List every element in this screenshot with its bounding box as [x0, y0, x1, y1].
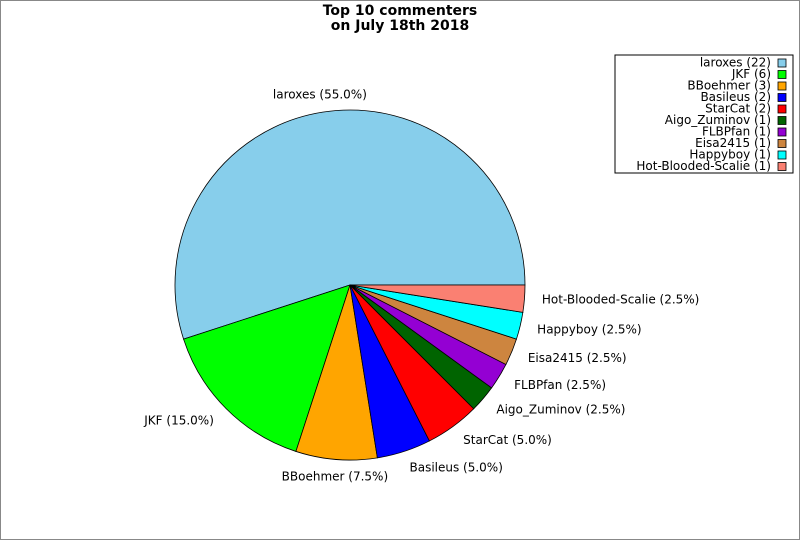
slice-label: Hot-Blooded-Scalie (2.5%) [542, 293, 699, 307]
legend-label: laroxes (22) [700, 56, 771, 70]
legend-label: Eisa2415 (1) [695, 136, 771, 150]
slice-label: Basileus (5.0%) [409, 461, 502, 475]
legend-swatch [777, 139, 787, 148]
slice-label: Happyboy (2.5%) [537, 322, 641, 336]
legend-label: Aigo_Zuminov (1) [665, 113, 771, 127]
legend-label: Hot-Blooded-Scalie (1) [636, 159, 771, 173]
legend-label: FLBPfan (1) [702, 125, 771, 139]
slice-label: laroxes (55.0%) [273, 87, 367, 101]
pie-slice [174, 109, 526, 340]
slice-label: Aigo_Zuminov (2.5%) [496, 403, 625, 417]
legend-swatch [777, 150, 787, 160]
legend-box [614, 54, 794, 174]
pie-slice [183, 284, 351, 452]
pie-slice [349, 284, 526, 313]
slice-label: FLBPfan (2.5%) [514, 378, 606, 392]
legend-label: BBoehmer (3) [687, 79, 771, 93]
legend-label: JKF (6) [731, 67, 771, 81]
legend-swatch [777, 93, 787, 102]
legend-label: StarCat (2) [705, 102, 771, 116]
slice-label: Eisa2415 (2.5%) [528, 351, 627, 365]
slice-label: JKF (15.0%) [143, 414, 214, 428]
legend-swatch [777, 127, 787, 137]
slice-label: BBoehmer (7.5%) [282, 469, 388, 483]
legend-swatch [777, 58, 787, 68]
legend-swatch [777, 81, 787, 91]
legend-label: Basileus (2) [700, 90, 771, 104]
legend-swatch [777, 116, 787, 125]
legend-label: Happyboy (1) [689, 148, 771, 162]
legend-swatch [777, 104, 787, 114]
legend-swatch [777, 70, 787, 79]
slice-label: StarCat (5.0%) [463, 433, 552, 447]
chart-title: Top 10 commenters [323, 3, 478, 19]
legend-swatch [777, 162, 787, 171]
chart-subtitle: on July 18th 2018 [331, 18, 469, 34]
